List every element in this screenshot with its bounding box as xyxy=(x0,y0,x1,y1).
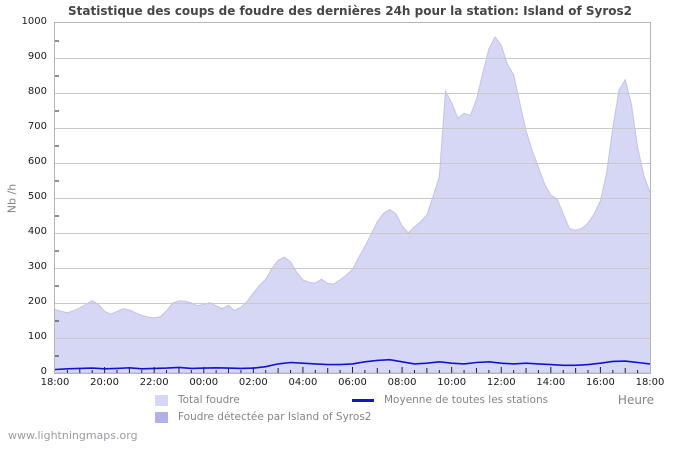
x-tick-label: 18:00 xyxy=(40,377,70,388)
x-tick-label: 10:00 xyxy=(437,377,467,388)
x-axis-title: Heure xyxy=(617,393,654,407)
legend-item-total-foudre: Total foudre xyxy=(155,394,240,406)
legend-label-moyenne: Moyenne de toutes les stations xyxy=(384,394,549,406)
plot-area xyxy=(54,22,651,374)
legend-item-moyenne: Moyenne de toutes les stations xyxy=(352,394,548,406)
y-tick-label: 0 xyxy=(40,366,47,377)
x-tick-label: 06:00 xyxy=(338,377,367,388)
y-tick-label: 900 xyxy=(27,51,47,62)
y-tick-label: 800 xyxy=(27,86,47,97)
x-tick-label: 14:00 xyxy=(536,377,566,388)
y-tick-label: 200 xyxy=(27,296,47,307)
line-moyenne-de-toutes-les-stations xyxy=(55,358,650,371)
x-tick-label: 20:00 xyxy=(90,377,119,388)
watermark-link[interactable]: www.lightningmaps.org xyxy=(8,429,138,442)
moyenne-line-swatch-icon xyxy=(352,398,374,402)
x-tick-label: 12:00 xyxy=(486,377,516,388)
x-tick-label: 22:00 xyxy=(139,377,169,388)
y-tick-label: 1000 xyxy=(21,16,47,27)
x-tick-label: 02:00 xyxy=(238,377,268,388)
x-tick-label: 16:00 xyxy=(585,377,615,388)
y-tick-label: 100 xyxy=(27,331,47,342)
area-total-foudre xyxy=(55,37,650,373)
chart-title: Statistique des coups de foudre des dern… xyxy=(68,4,632,18)
x-tick-label: 04:00 xyxy=(288,377,318,388)
plot-canvas xyxy=(55,36,650,373)
total-foudre-swatch-icon xyxy=(155,394,168,406)
y-tick-label: 400 xyxy=(27,226,47,237)
y-tick-label: 300 xyxy=(27,261,47,272)
area-edge-total-foudre xyxy=(55,36,650,319)
legend-label-foudre-station: Foudre détectée par Island of Syros2 xyxy=(178,411,372,423)
legend-label-total-foudre: Total foudre xyxy=(178,394,240,406)
foudre-station-swatch-icon xyxy=(155,411,168,423)
x-tick-label: 18:00 xyxy=(635,377,665,388)
legend-item-foudre-station: Foudre détectée par Island of Syros2 xyxy=(155,411,371,423)
x-tick-label: 00:00 xyxy=(189,377,219,388)
y-tick-label: 700 xyxy=(27,121,47,132)
y-tick-label: 600 xyxy=(27,156,47,167)
y-tick-label: 500 xyxy=(27,191,47,202)
x-tick-label: 08:00 xyxy=(387,377,417,388)
